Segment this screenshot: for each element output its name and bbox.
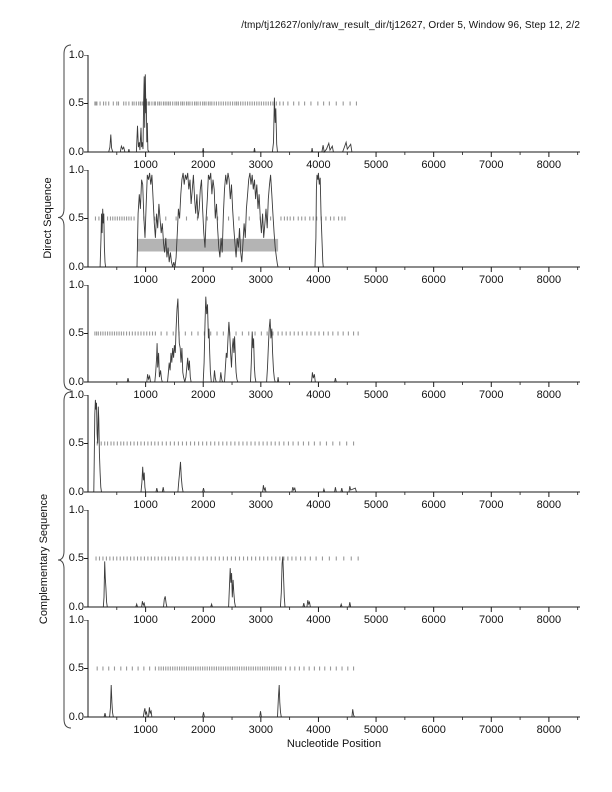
panel-complementary-frame-3: 1.0 0.5 0.0 1000 2000 3000 4000 5000 6000 7000… — [56, 615, 606, 750]
y-tick-label: 0.0 — [68, 146, 84, 158]
direct-sequence-brace — [57, 44, 72, 391]
probability-plot-complementary-2: 1000 2000 3000 4000 5000 6000 7000 8000 — [84, 510, 580, 626]
direct-sequence-label: Direct Sequence — [42, 177, 54, 259]
x-tick-label: 3000 — [249, 274, 273, 286]
probability-plot-direct-3: 1000 2000 3000 4000 5000 6000 7000 8000 — [84, 285, 580, 401]
y-tick-label: 0.0 — [68, 261, 84, 273]
x-tick-label: 3000 — [249, 389, 273, 401]
probability-plot-direct-1: 1000 2000 3000 4000 5000 6000 7000 8000 — [84, 55, 580, 171]
x-tick-label: 4000 — [306, 274, 330, 286]
x-tick-label: 6000 — [421, 274, 445, 286]
panel-complementary-frame-1: 1.0 0.5 0.0 1000 2000 3000 4000 5000 6000 7000… — [56, 390, 606, 525]
y-axis-labels: 1.0 0.5 0.0 — [56, 390, 86, 498]
x-tick-label: 7000 — [479, 159, 503, 171]
y-tick-label: 1.0 — [68, 49, 84, 61]
x-tick-label: 5000 — [364, 614, 388, 626]
x-tick-label: 1000 — [133, 499, 157, 511]
x-tick-label: 8000 — [537, 724, 561, 736]
y-tick-label: 0.0 — [68, 711, 84, 723]
x-tick-label: 8000 — [537, 499, 561, 511]
x-tick-label: 6000 — [421, 159, 445, 171]
y-tick-label: 0.5 — [68, 552, 84, 564]
x-tick-label: 5000 — [364, 499, 388, 511]
y-tick-label: 1.0 — [68, 389, 84, 401]
y-tick-label: 1.0 — [68, 504, 84, 516]
x-axis-label: Nucleotide Position — [286, 738, 382, 750]
x-tick-label: 1000 — [133, 159, 157, 171]
y-tick-label: 1.0 — [68, 164, 84, 176]
x-tick-label: 6000 — [421, 614, 445, 626]
y-axis-labels: 1.0 0.5 0.0 — [56, 615, 86, 723]
x-tick-label: 3000 — [249, 159, 273, 171]
x-tick-label: 7000 — [479, 499, 503, 511]
y-tick-label: 0.5 — [68, 437, 84, 449]
x-tick-label: 4000 — [306, 389, 330, 401]
x-tick-label: 3000 — [249, 724, 273, 736]
x-tick-label: 1000 — [133, 274, 157, 286]
x-tick-label: 3000 — [249, 499, 273, 511]
x-tick-label: 2000 — [191, 724, 215, 736]
x-tick-label: 3000 — [249, 614, 273, 626]
y-tick-label: 1.0 — [68, 614, 84, 626]
group-braces — [57, 44, 72, 729]
plot-title: /tmp/tj12627/only/raw_result_dir/tj12627… — [241, 20, 580, 31]
x-tick-label: 5000 — [364, 159, 388, 171]
y-tick-label: 0.5 — [68, 212, 84, 224]
x-tick-label: 8000 — [537, 159, 561, 171]
x-tick-label: 8000 — [537, 389, 561, 401]
x-tick-label: 8000 — [537, 274, 561, 286]
x-tick-label: 6000 — [421, 389, 445, 401]
panel-direct-frame-3: 1.0 0.5 0.0 1000 2000 3000 4000 5000 6000 7000… — [56, 280, 606, 415]
y-tick-label: 0.5 — [68, 97, 84, 109]
x-tick-label: 1000 — [133, 614, 157, 626]
x-tick-label: 7000 — [479, 724, 503, 736]
panel-complementary-frame-2: 1.0 0.5 0.0 1000 2000 3000 4000 5000 6000 7000… — [56, 505, 606, 640]
x-tick-label: 4000 — [306, 159, 330, 171]
probability-plot-complementary-3: 1000 2000 3000 4000 5000 6000 7000 8000 — [84, 620, 580, 736]
y-axis-labels: 1.0 0.5 0.0 — [56, 280, 86, 388]
probability-plot-direct-2: 1000 2000 3000 4000 5000 6000 7000 8000 — [84, 170, 580, 286]
x-tick-label: 4000 — [306, 724, 330, 736]
x-tick-label: 4000 — [306, 614, 330, 626]
y-axis-labels: 1.0 0.5 0.0 — [56, 50, 86, 158]
x-tick-label: 7000 — [479, 274, 503, 286]
x-tick-label: 2000 — [191, 159, 215, 171]
x-tick-label: 1000 — [133, 389, 157, 401]
panel-direct-frame-1: 1.0 0.5 0.0 1000 2000 3000 4000 5000 6000 7000… — [56, 50, 606, 185]
complementary-sequence-label: Complementary Sequence — [38, 493, 50, 625]
x-tick-label: 5000 — [364, 724, 388, 736]
panel-direct-frame-2: 1.0 0.5 0.0 1000 2000 3000 4000 5000 6000 7000… — [56, 165, 606, 300]
x-tick-label: 1000 — [133, 724, 157, 736]
y-tick-label: 0.5 — [68, 662, 84, 674]
x-tick-label: 6000 — [421, 724, 445, 736]
x-tick-label: 6000 — [421, 499, 445, 511]
x-tick-label: 5000 — [364, 274, 388, 286]
complementary-sequence-brace — [57, 391, 72, 729]
x-tick-label: 7000 — [479, 614, 503, 626]
y-axis-labels: 1.0 0.5 0.0 — [56, 165, 86, 273]
y-tick-label: 0.0 — [68, 486, 84, 498]
x-tick-label: 5000 — [364, 389, 388, 401]
probability-plot-complementary-1: 1000 2000 3000 4000 5000 6000 7000 8000 — [84, 395, 580, 511]
y-axis-labels: 1.0 0.5 0.0 — [56, 505, 86, 613]
x-tick-label: 2000 — [191, 389, 215, 401]
y-tick-label: 0.0 — [68, 601, 84, 613]
x-tick-label: 8000 — [537, 614, 561, 626]
x-tick-label: 2000 — [191, 499, 215, 511]
x-tick-label: 4000 — [306, 499, 330, 511]
x-tick-label: 2000 — [191, 274, 215, 286]
x-tick-label: 2000 — [191, 614, 215, 626]
y-tick-label: 0.5 — [68, 327, 84, 339]
y-tick-label: 0.0 — [68, 376, 84, 388]
x-tick-label: 7000 — [479, 389, 503, 401]
y-tick-label: 1.0 — [68, 279, 84, 291]
